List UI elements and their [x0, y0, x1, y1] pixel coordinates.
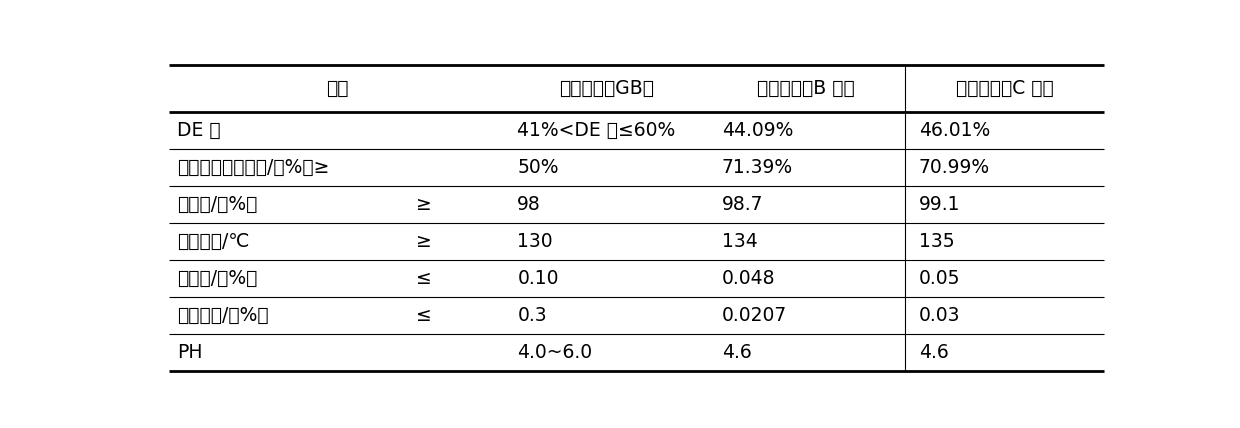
Text: 130: 130 — [517, 232, 553, 251]
Text: 4.0~6.0: 4.0~6.0 — [517, 343, 593, 362]
Text: 135: 135 — [919, 232, 955, 251]
Text: 硫酸灰分/（%）: 硫酸灰分/（%） — [177, 306, 269, 325]
Text: 98.7: 98.7 — [722, 195, 764, 214]
Text: 糖浆指标（B 组）: 糖浆指标（B 组） — [758, 79, 854, 98]
Text: 99.1: 99.1 — [919, 195, 961, 214]
Text: 熬糖温度/℃: 熬糖温度/℃ — [177, 232, 249, 251]
Text: 干物质（固形物）/（%）≥: 干物质（固形物）/（%）≥ — [177, 158, 330, 177]
Text: ≥: ≥ — [417, 232, 432, 251]
Text: 134: 134 — [722, 232, 758, 251]
Text: 50%: 50% — [517, 158, 559, 177]
Text: 0.048: 0.048 — [722, 269, 775, 288]
Text: 指标要求（GB）: 指标要求（GB） — [559, 79, 655, 98]
Text: 蛋白质/（%）: 蛋白质/（%） — [177, 269, 258, 288]
Text: 0.05: 0.05 — [919, 269, 961, 288]
Text: ≤: ≤ — [417, 269, 432, 288]
Text: ≥: ≥ — [417, 195, 432, 214]
Text: 44.09%: 44.09% — [722, 121, 794, 140]
Text: PH: PH — [177, 343, 202, 362]
Text: 项目: 项目 — [326, 79, 348, 98]
Text: 糖浆指标（C 组）: 糖浆指标（C 组） — [956, 79, 1054, 98]
Text: ≤: ≤ — [417, 306, 432, 325]
Text: 0.0207: 0.0207 — [722, 306, 787, 325]
Text: 70.99%: 70.99% — [919, 158, 990, 177]
Text: DE 值: DE 值 — [177, 121, 221, 140]
Text: 4.6: 4.6 — [722, 343, 751, 362]
Text: 透射比/（%）: 透射比/（%） — [177, 195, 258, 214]
Text: 98: 98 — [517, 195, 541, 214]
Text: 46.01%: 46.01% — [919, 121, 991, 140]
Text: 0.3: 0.3 — [517, 306, 547, 325]
Text: 71.39%: 71.39% — [722, 158, 794, 177]
Text: 41%<DE 值≤60%: 41%<DE 值≤60% — [517, 121, 676, 140]
Text: 0.10: 0.10 — [517, 269, 559, 288]
Text: 0.03: 0.03 — [919, 306, 961, 325]
Text: 4.6: 4.6 — [919, 343, 949, 362]
